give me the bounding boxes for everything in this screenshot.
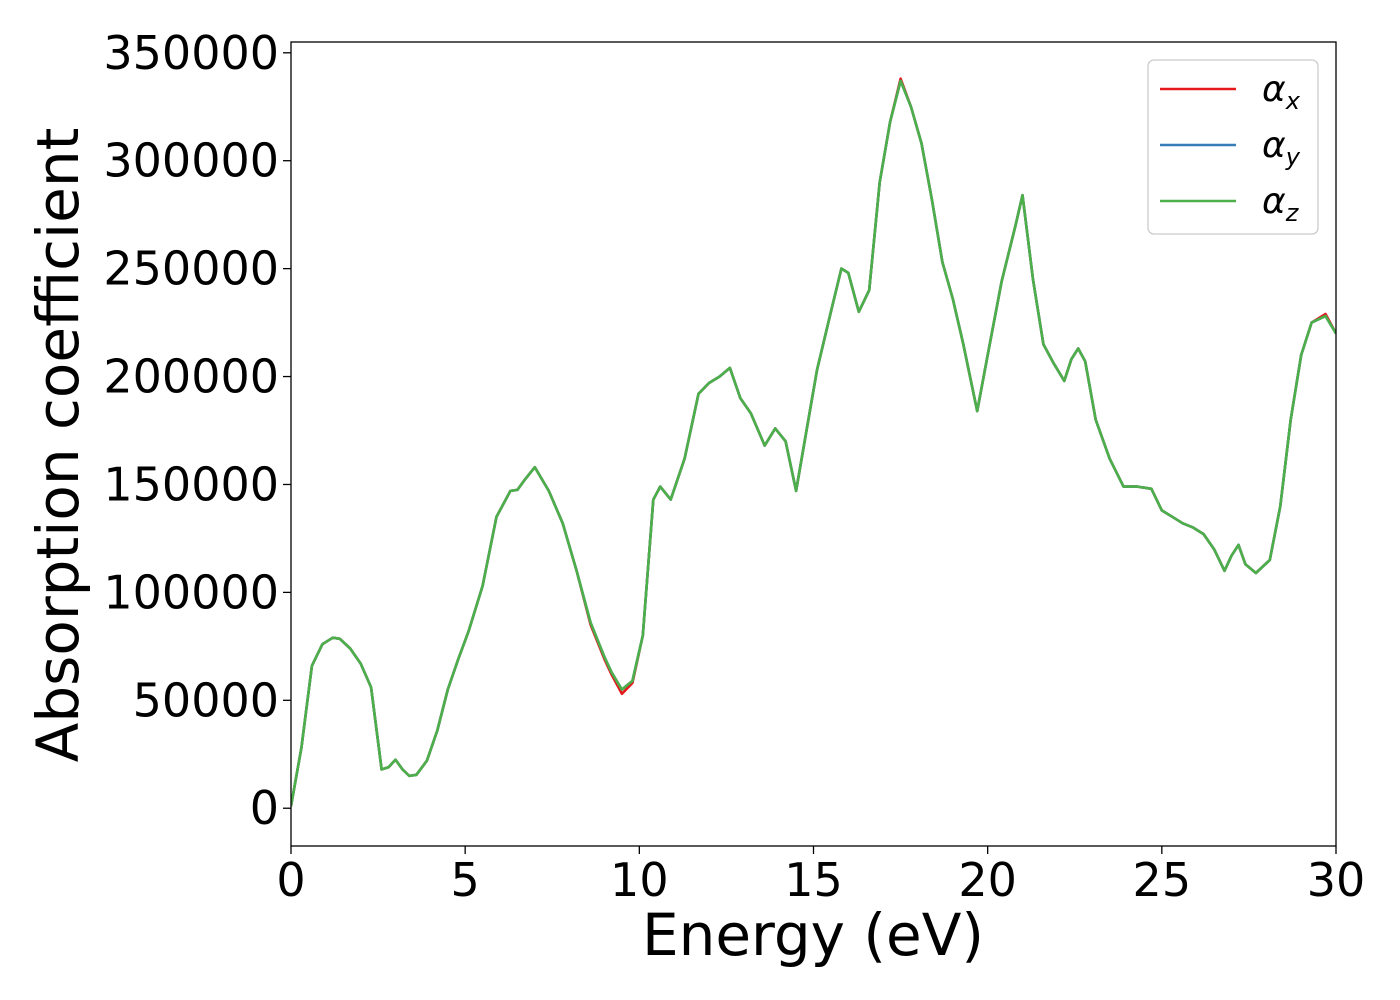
legend-symbol: α bbox=[1262, 125, 1286, 166]
x-tick-label: 30 bbox=[1307, 853, 1366, 907]
legend-box bbox=[1147, 59, 1319, 235]
x-tick-label: 15 bbox=[784, 853, 843, 907]
y-axis: 0 50000 100000 150000 200000 250000 300000 3500… bbox=[103, 26, 291, 835]
legend-subscript: z bbox=[1285, 199, 1300, 227]
x-tick-label: 10 bbox=[610, 853, 669, 907]
x-tick-label: 0 bbox=[276, 853, 305, 907]
y-axis-label: Absorption coefficient bbox=[24, 128, 92, 763]
legend-entry-x: αx bbox=[1262, 69, 1301, 115]
y-tick-label: 350000 bbox=[103, 26, 279, 80]
y-tick-label: 0 bbox=[250, 781, 279, 835]
x-axis-label: Energy (eV) bbox=[642, 901, 984, 969]
legend-symbol: α bbox=[1262, 181, 1286, 222]
legend-entry-y: αy bbox=[1262, 125, 1301, 171]
legend-entry-z: αz bbox=[1262, 181, 1300, 227]
series-line-2 bbox=[291, 79, 1336, 807]
y-tick-label: 100000 bbox=[103, 565, 279, 619]
legend-subscript: x bbox=[1285, 87, 1301, 115]
y-tick-label: 200000 bbox=[103, 350, 279, 404]
x-axis: 0 5 10 15 20 25 30 bbox=[276, 846, 1365, 907]
legend-symbol: α bbox=[1262, 69, 1286, 110]
y-tick-label: 300000 bbox=[103, 134, 279, 188]
x-tick-label: 5 bbox=[451, 853, 480, 907]
y-tick-label: 250000 bbox=[103, 242, 279, 296]
x-tick-label: 25 bbox=[1133, 853, 1192, 907]
legend-subscript: y bbox=[1285, 143, 1301, 171]
y-tick-label: 50000 bbox=[133, 673, 279, 727]
x-tick-label: 20 bbox=[958, 853, 1017, 907]
y-tick-label: 150000 bbox=[103, 457, 279, 511]
